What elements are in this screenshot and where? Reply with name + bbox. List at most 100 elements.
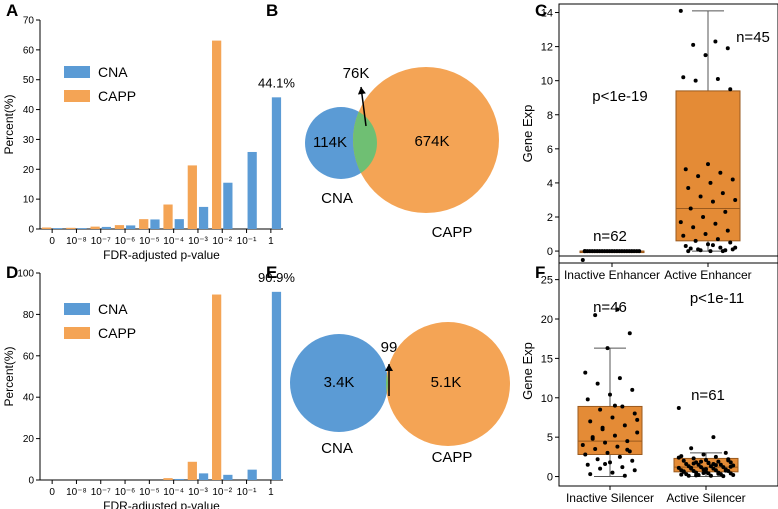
y-axis-title: Percent(%) <box>2 346 16 406</box>
legend-label-capp: CAPP <box>98 325 136 341</box>
data-point <box>583 452 588 457</box>
panel-f-box-plot: 0 5 10 15 20 25 Gene Exp Inactive Silencer n=46 A… <box>520 255 778 505</box>
box-n-label: n=45 <box>736 29 770 46</box>
y-tick-label: 60 <box>23 351 35 362</box>
data-point <box>691 42 696 47</box>
box-n-label: n=46 <box>593 299 627 316</box>
legend-label-cna: CNA <box>98 64 128 80</box>
y-tick-label: 30 <box>23 135 35 146</box>
data-point <box>588 419 593 424</box>
x-tick-label: Inactive Silencer <box>566 491 654 505</box>
data-point <box>704 467 708 472</box>
data-point <box>681 469 686 474</box>
x-tick-label: 0 <box>49 236 55 247</box>
y-tick-label: 15 <box>541 353 553 365</box>
data-point <box>703 53 708 58</box>
data-point <box>679 472 684 477</box>
data-point <box>713 221 718 226</box>
y-tick-label: 70 <box>23 16 35 27</box>
data-point <box>696 462 701 467</box>
data-point <box>593 313 598 318</box>
y-tick-label: 0 <box>547 472 553 484</box>
data-point <box>605 450 610 455</box>
x-axis-title: FDR-adjusted p-value <box>103 499 220 509</box>
y-tick-label: 20 <box>23 165 35 176</box>
data-point <box>620 465 625 470</box>
bar-capp <box>41 227 52 229</box>
data-point <box>608 392 612 397</box>
venn-cna-name: CNA <box>321 190 353 207</box>
data-point <box>614 249 619 254</box>
data-point <box>582 249 587 254</box>
data-point <box>718 245 723 250</box>
data-point <box>603 440 608 445</box>
data-point <box>706 471 711 476</box>
panel-d-bar-chart: 0 20 40 60 80 100 0 10⁻⁸ 10⁻⁷ 10⁻⁶ 10⁻⁵ 10⁻⁴ 10⁻³ 10⁻… <box>2 269 295 509</box>
data-point <box>699 459 704 464</box>
bar-annotation: 44.1% <box>258 75 295 90</box>
venn-cna-count: 3.4K <box>324 374 355 391</box>
y-axis-title: Gene Exp <box>520 105 535 163</box>
data-point <box>637 249 642 254</box>
data-point <box>595 457 600 462</box>
data-point <box>592 249 597 254</box>
data-point <box>585 397 590 402</box>
y-tick-label: 10 <box>541 76 553 88</box>
data-point <box>686 249 691 254</box>
bar-cna <box>150 219 160 229</box>
y-tick-label: 80 <box>23 310 35 321</box>
panel-label-b: B <box>266 1 278 20</box>
bar-cna <box>247 469 257 480</box>
data-point <box>683 243 688 248</box>
data-point <box>694 470 699 475</box>
data-point <box>627 331 632 336</box>
bar-annotation: 90.9% <box>258 270 295 285</box>
data-point <box>713 463 718 468</box>
data-point <box>716 459 721 464</box>
p-value-label: p<1e-11 <box>690 290 744 307</box>
data-point <box>678 8 683 13</box>
x-tick-label: 10⁻⁶ <box>115 487 136 498</box>
data-point <box>605 346 610 351</box>
data-point <box>583 370 588 375</box>
data-point <box>704 458 708 463</box>
bar-cna <box>174 478 184 480</box>
y-tick-label: 14 <box>541 8 553 20</box>
data-point <box>598 407 603 412</box>
legend-swatch-cna <box>64 66 90 78</box>
data-point <box>725 46 730 51</box>
y-tick-label: 4 <box>547 178 553 190</box>
data-point <box>678 220 683 225</box>
bar-capp <box>187 461 197 480</box>
box-n-label: n=62 <box>593 228 627 245</box>
x-tick-label: Active Silencer <box>666 491 745 505</box>
x-tick-label: 0 <box>49 487 55 498</box>
venn-arrow-head <box>357 87 366 95</box>
data-point <box>681 458 686 463</box>
data-point <box>610 470 615 475</box>
x-tick-label: 10⁻¹ <box>237 487 257 498</box>
y-tick-label: 0 <box>547 246 553 258</box>
data-point <box>720 191 725 196</box>
data-point <box>686 473 691 478</box>
data-point <box>632 411 637 416</box>
data-point <box>721 474 726 479</box>
y-tick-label: 10 <box>23 195 35 206</box>
venn-circle-capp <box>386 322 510 446</box>
data-point <box>617 376 622 381</box>
data-point <box>686 186 691 191</box>
data-point <box>693 78 698 83</box>
data-point <box>622 423 627 428</box>
data-point <box>676 406 681 411</box>
x-tick-label: 10⁻⁵ <box>139 487 160 498</box>
data-point <box>691 461 696 466</box>
data-point <box>728 240 733 245</box>
x-tick-label: Active Enhancer <box>664 268 751 282</box>
data-point <box>708 249 713 254</box>
data-point <box>683 167 688 172</box>
data-point <box>615 444 620 449</box>
bar-capp <box>139 219 149 229</box>
data-point <box>593 446 598 451</box>
data-point <box>617 454 622 459</box>
